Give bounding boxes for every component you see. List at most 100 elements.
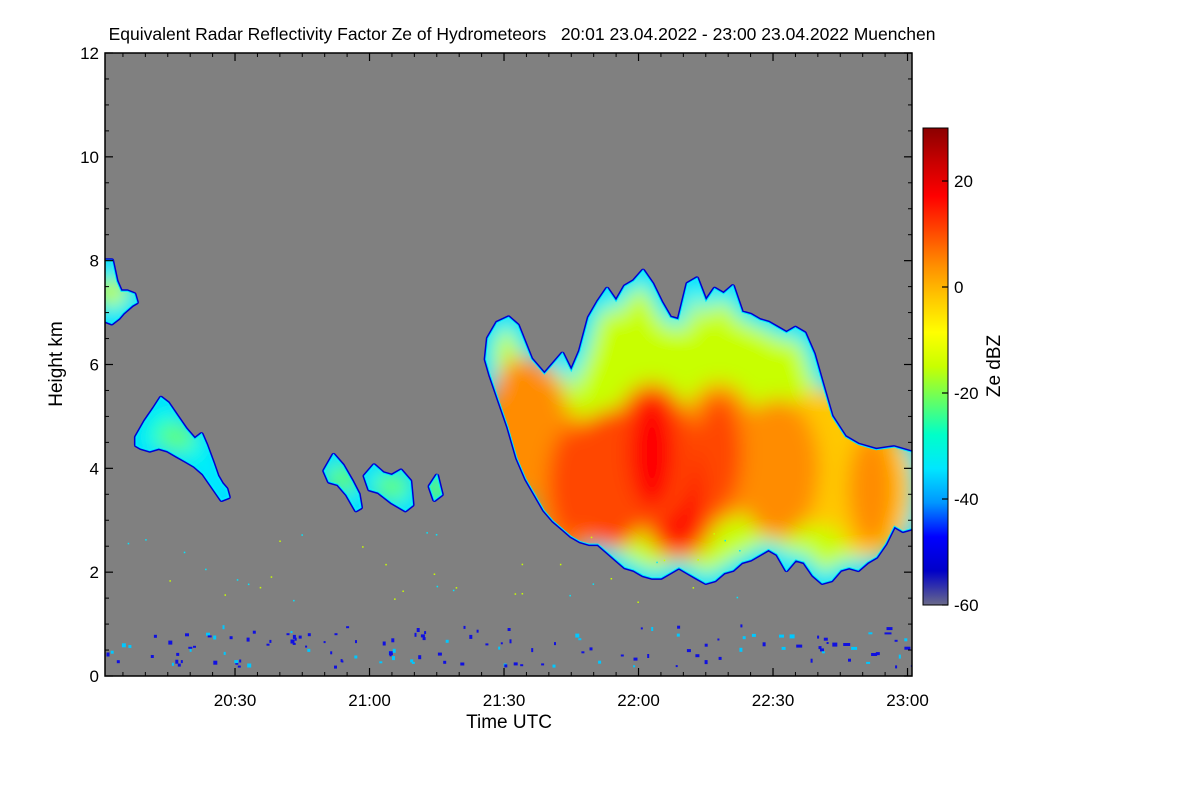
noise-speckle [279, 540, 281, 542]
noise-speckle [575, 633, 580, 638]
y-tick-label: 10 [80, 148, 99, 167]
x-tick-label: 20:30 [214, 691, 257, 710]
echo-layer [105, 258, 912, 585]
noise-speckle [904, 638, 908, 642]
noise-speckle [460, 662, 465, 666]
noise-speckle [176, 652, 180, 656]
y-axis: 0 2 4 6 8 10 12 [80, 44, 912, 686]
noise-speckle [391, 638, 395, 643]
noise-speckle [651, 627, 654, 631]
noise-speckle [656, 561, 658, 564]
noise-speckle [420, 634, 425, 638]
colorbar-axis: -60 -40 -20 0 20 [942, 172, 979, 615]
y-axis-label: Height km [46, 321, 67, 407]
echo-small-cell-2125 [362, 463, 415, 513]
noise-speckle [128, 645, 132, 648]
noise-speckle [354, 655, 358, 659]
colorbar-tick-label: 0 [954, 278, 963, 297]
noise-speckle [392, 648, 396, 653]
noise-speckle [871, 653, 878, 656]
noise-speckle [239, 659, 242, 663]
x-tick-label: 23:00 [886, 691, 929, 710]
noise-speckle [677, 625, 681, 629]
noise-speckle [346, 626, 350, 629]
noise-speckle [598, 660, 602, 664]
noise-speckle [500, 642, 503, 645]
noise-speckle [476, 629, 479, 633]
y-tick-label: 6 [90, 356, 99, 375]
noise-speckle [422, 637, 426, 641]
noise-speckle [435, 534, 438, 536]
noise-speckle [362, 546, 364, 548]
noise-speckle [521, 593, 524, 595]
noise-speckle [895, 665, 898, 669]
noise-speckle [175, 659, 179, 664]
noise-speckle [843, 643, 851, 646]
noise-speckle [620, 654, 624, 657]
noise-speckle [739, 550, 741, 552]
echo-upper-cirrus-left [105, 258, 139, 326]
noise-speckle [718, 656, 722, 660]
echo-core [430, 476, 442, 500]
noise-speckle [886, 627, 893, 631]
noise-speckle [781, 646, 786, 650]
noise-speckle [581, 651, 585, 654]
noise-speckle [411, 661, 415, 664]
noise-speckle [290, 631, 293, 634]
noise-speckle [818, 646, 822, 650]
y-tick-label: 12 [80, 44, 99, 63]
colorbar-tick-label: -20 [954, 384, 979, 403]
noise-speckle [382, 641, 386, 646]
noise-speckle [521, 563, 524, 566]
noise-speckle [193, 645, 196, 648]
noise-speckle [866, 661, 871, 664]
x-tick-label: 22:30 [752, 691, 795, 710]
noise-speckle [168, 640, 173, 645]
noise-speckle [717, 638, 720, 641]
noise-speckle [286, 633, 290, 636]
echo-main-convective-system [483, 268, 912, 585]
noise-speckle [334, 665, 337, 669]
noise-speckle [290, 639, 295, 644]
noise-speckle [485, 643, 489, 646]
noise-speckle [507, 628, 511, 631]
noise-speckle [513, 662, 518, 666]
noise-speckle [633, 665, 636, 668]
echo-core [158, 423, 195, 452]
noise-speckle [145, 539, 147, 541]
noise-speckle [676, 633, 680, 637]
noise-speckle [213, 635, 217, 640]
noise-speckle [437, 652, 442, 656]
noise-speckle [177, 663, 181, 667]
y-tick-label: 4 [90, 459, 99, 478]
noise-speckle [697, 559, 699, 561]
noise-speckle [330, 651, 333, 655]
noise-speckle [307, 648, 311, 652]
chart-title: Equivalent Radar Reflectivity Factor Ze … [109, 24, 936, 44]
x-axis: 20:30 21:00 21:30 22:00 22:30 23:00 [122, 53, 929, 710]
noise-speckle [740, 624, 743, 628]
colorbar-tick-label: -60 [954, 596, 979, 615]
noise-speckle [355, 640, 357, 644]
noise-speckle [247, 583, 250, 586]
noise-speckle [183, 551, 186, 554]
noise-speckle [531, 648, 534, 653]
noise-speckle [713, 533, 715, 535]
noise-speckle [189, 648, 192, 652]
echo-core-peak [848, 433, 895, 546]
noise-speckle [509, 639, 512, 644]
noise-speckle [121, 643, 126, 648]
noise-speckle [559, 563, 562, 566]
noise-speckle [810, 658, 813, 663]
colorbar-tick-label: 20 [954, 172, 973, 191]
noise-speckle [237, 665, 241, 668]
noise-speckle [633, 657, 638, 661]
noise-speckle [704, 643, 708, 647]
noise-speckle [851, 646, 858, 650]
y-tick-label: 8 [90, 252, 99, 271]
noise-speckle [252, 630, 256, 634]
noise-speckle [637, 601, 639, 603]
noise-speckle [402, 590, 404, 592]
noise-speckle [236, 579, 239, 581]
noise-speckle [334, 633, 338, 636]
